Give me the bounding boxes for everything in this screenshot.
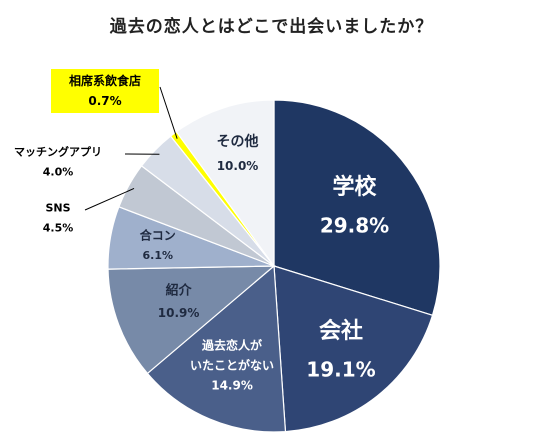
leader-line-5 [84,188,135,211]
slice-label-2-value: 14.9% [211,379,253,393]
slice-label-6-value: 4.0% [43,166,74,179]
slice-label-1: 会社 [319,318,363,344]
pie-slice-8 [175,99,275,268]
pie-slice-0 [273,99,441,317]
slice-label-4-value: 6.1% [142,249,173,262]
slice-label-2-value: いたことがない [190,358,274,373]
slice-label-5-value: 4.5% [43,222,74,235]
slice-label-0: 学校 [333,174,378,200]
slice-label-7: 相席系飲食店 [69,73,141,88]
pie-slice-1 [273,265,434,433]
chart-title: 過去の恋人とはどこで出会いましたか？ [109,17,434,37]
pie-slice-3 [107,265,276,375]
slice-label-6: マッチングアプリ [14,145,102,159]
leader-line-7 [159,86,178,139]
slice-label-3: 紹介 [166,283,193,299]
slice-label-7-value: 0.7% [88,94,121,108]
slice-label-1-value: 19.1% [306,358,375,382]
slice-label-3-value: 10.9% [158,306,200,320]
highlight-box [51,69,159,113]
slice-label-5: SNS [45,202,70,215]
slice-label-0-value: 29.8% [320,214,389,238]
slice-label-4: 合コン [140,228,176,243]
slice-label-2: 過去恋人が [201,338,262,353]
slice-label-8-value: 10.0% [217,159,259,173]
slice-label-8: その他 [217,133,259,150]
pie-slice-2 [146,264,287,433]
